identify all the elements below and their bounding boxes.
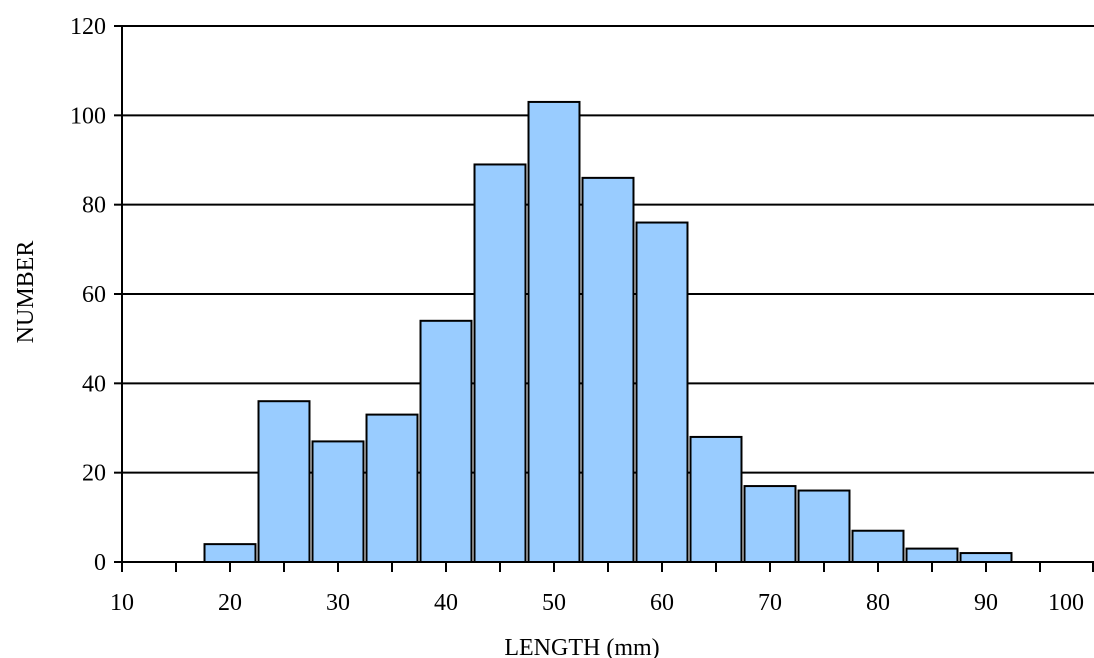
- bar: [851, 529, 905, 564]
- bar: [419, 319, 473, 563]
- x-tick-label: 70: [758, 590, 782, 616]
- bar: [905, 547, 959, 563]
- y-tick-label: 100: [70, 103, 106, 129]
- bar: [743, 485, 797, 564]
- x-tick-label: 80: [866, 590, 890, 616]
- bar: [527, 100, 581, 564]
- x-tick-labels: 10 20 30 40 50 60 70 80 90 100: [110, 590, 1084, 616]
- x-tick-label: 100: [1048, 590, 1084, 616]
- x-tick-label: 30: [326, 590, 350, 616]
- bar: [257, 400, 311, 564]
- bar: [689, 435, 743, 563]
- x-tick-label: 90: [974, 590, 998, 616]
- y-tick-label: 80: [82, 193, 106, 219]
- y-tick-label: 20: [82, 461, 106, 487]
- bar: [365, 413, 419, 563]
- bar: [959, 552, 1013, 563]
- y-tick-label: 0: [94, 550, 106, 576]
- bar: [311, 440, 365, 563]
- bar: [581, 176, 635, 563]
- x-tick-label: 60: [650, 590, 674, 616]
- x-tick-label: 50: [542, 590, 566, 616]
- axes: [114, 25, 1094, 572]
- bar: [797, 489, 851, 563]
- bar: [203, 543, 257, 564]
- x-axis-title: LENGTH (mm): [504, 635, 659, 658]
- y-tick-label: 60: [82, 282, 106, 308]
- bar: [635, 221, 689, 564]
- bar: [473, 163, 527, 563]
- x-tick-label: 10: [110, 590, 134, 616]
- y-tick-label: 40: [82, 371, 106, 397]
- bars: [203, 100, 1013, 564]
- x-tick-label: 20: [218, 590, 242, 616]
- y-axis-title: NUMBER: [13, 241, 39, 344]
- y-tick-labels: 0 20 40 60 80 100 120: [70, 14, 106, 576]
- y-tick-label: 120: [70, 14, 106, 40]
- x-tick-label: 40: [434, 590, 458, 616]
